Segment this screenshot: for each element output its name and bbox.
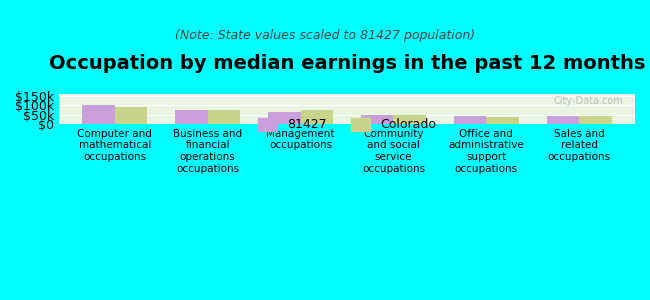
Bar — [115, 107, 148, 124]
Bar — [82, 105, 115, 124]
Bar — [361, 116, 393, 124]
Legend: 81427, Colorado: 81427, Colorado — [253, 113, 441, 136]
Text: City-Data.com: City-Data.com — [554, 96, 623, 106]
Bar — [175, 110, 207, 124]
Bar — [579, 116, 612, 124]
Bar — [454, 116, 486, 124]
Bar — [486, 117, 519, 124]
Bar — [393, 116, 426, 124]
Bar — [207, 110, 240, 124]
Bar — [547, 116, 579, 124]
Text: (Note: State values scaled to 81427 population): (Note: State values scaled to 81427 popu… — [175, 29, 475, 43]
Bar — [300, 110, 333, 124]
Bar — [268, 112, 300, 124]
Title: Occupation by median earnings in the past 12 months: Occupation by median earnings in the pas… — [49, 54, 645, 73]
